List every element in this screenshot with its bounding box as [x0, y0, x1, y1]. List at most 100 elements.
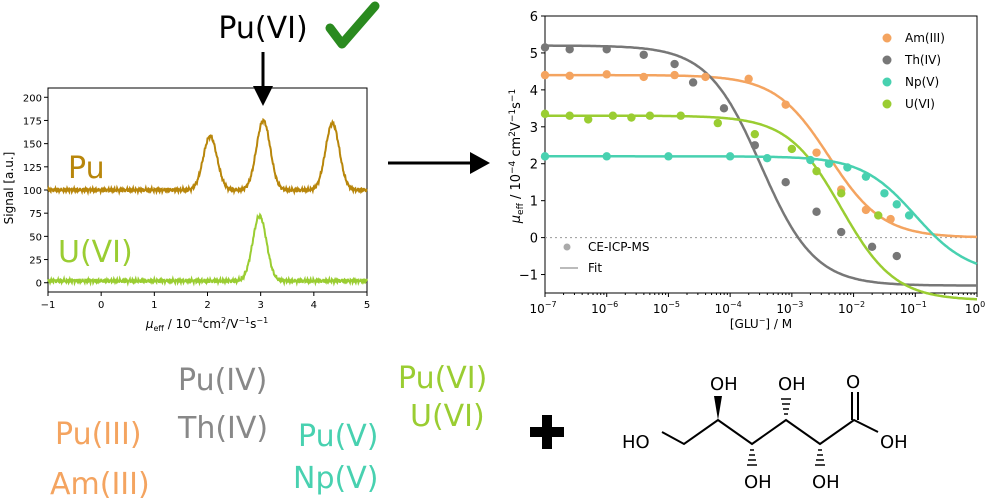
ion-label-pu-iii: Pu(III): [55, 417, 142, 452]
atom-label-oh-5: OH: [880, 432, 908, 453]
left-y-axis: 0 25 50 75 100 125 150 175 200: [23, 93, 48, 290]
right-y-tick-label: 5: [530, 47, 538, 62]
ion-label-am-iii: Am(III): [50, 467, 150, 502]
left-y-tick-label: 25: [29, 256, 42, 267]
hash-bond-2: [781, 398, 791, 415]
data-point: [744, 74, 753, 83]
data-point: [837, 227, 846, 237]
right-x-tick-label: 10−6: [591, 300, 618, 316]
plus-icon: [530, 415, 564, 449]
left-y-tick-label: 0: [36, 279, 42, 290]
ion-label-u-vi: U(VI): [410, 399, 485, 434]
right-y-tick-label: 3: [530, 121, 538, 136]
ion-label-np-v: Np(V): [293, 461, 378, 496]
right-x-axis: 10−7 10−6 10−5 10−4 10−3 10−2 10−1 100: [529, 293, 985, 316]
left-chart: Pu(VI) 0 25 50 75 100 125 150 175 200 −1 0 1 2 3 4 5 P…: [2, 1, 380, 333]
left-x-tick-label: 2: [204, 300, 210, 311]
right-y-tick-label: 2: [530, 158, 538, 173]
right-x-tick-label: 10−1: [900, 300, 927, 316]
legend-label: Am(III): [905, 31, 945, 45]
data-point: [540, 70, 550, 80]
data-point: [837, 189, 846, 198]
left-y-axis-label: Signal [a.u.]: [2, 152, 16, 225]
atom-label-o: O: [846, 372, 860, 393]
data-point: [812, 207, 821, 216]
legend-marker: [882, 77, 892, 87]
legend-marker: [882, 99, 892, 109]
right-x-tick-label: 10−3: [776, 300, 803, 316]
carbon-backbone: [661, 418, 879, 446]
ion-groups: Pu(III) Am(III) Pu(IV) Th(IV) Pu(V) Np(V…: [50, 361, 487, 502]
pu-vi-header: Pu(VI): [218, 11, 307, 46]
hash-bond-3: [815, 449, 825, 466]
right-x-tick-label: 10−4: [715, 300, 742, 316]
series-line: [47, 212, 368, 287]
data-point: [725, 152, 735, 161]
series-label-pu: Pu: [68, 151, 105, 186]
right-x-axis-label: [GLU−] / M: [730, 316, 792, 331]
data-point: [565, 45, 574, 54]
legend-label: Np(V): [905, 75, 939, 89]
data-point: [602, 70, 611, 79]
left-y-tick-label: 125: [23, 163, 42, 174]
data-point: [812, 166, 821, 176]
data-point: [713, 118, 722, 128]
data-point: [812, 148, 821, 157]
atom-label-ho: HO: [622, 432, 650, 453]
data-point: [645, 111, 655, 120]
data-point: [824, 159, 834, 168]
data-point: [639, 50, 648, 59]
legend-label: Th(IV): [904, 53, 941, 67]
data-point: [608, 111, 618, 120]
data-point: [892, 200, 901, 209]
data-point: [861, 172, 871, 181]
data-point: [719, 104, 729, 113]
data-point: [843, 163, 852, 172]
data-point: [639, 72, 648, 82]
data-point: [867, 242, 877, 252]
data-point: [874, 211, 883, 220]
data-point: [584, 115, 593, 124]
data-point: [664, 152, 673, 161]
right-arrow-icon: [470, 152, 490, 174]
left-y-tick-label: 100: [23, 186, 42, 197]
data-point: [602, 152, 611, 161]
legend: Am(III) Th(IV) Np(V) U(VI): [882, 31, 945, 111]
left-y-tick-label: 200: [23, 93, 42, 104]
data-point: [627, 113, 636, 122]
atom-label-oh-4: OH: [812, 472, 840, 493]
data-point: [602, 45, 611, 54]
data-point: [540, 152, 550, 161]
data-point: [892, 251, 901, 261]
legend-marker: [882, 33, 892, 43]
left-x-tick-label: 3: [257, 300, 263, 311]
right-x-tick-label: 100: [965, 300, 985, 316]
data-point: [750, 129, 760, 139]
left-x-axis-label: μeff / 10−4cm2/V−1s−1: [145, 316, 268, 333]
down-arrow-icon: [253, 86, 273, 106]
legend-marker: [882, 55, 892, 65]
data-point: [750, 141, 760, 150]
left-x-tick-label: 4: [311, 300, 317, 311]
data-point: [806, 155, 815, 165]
data-point: [540, 109, 550, 119]
data-point: [880, 189, 889, 198]
data-points: [540, 43, 914, 261]
legend-label: U(VI): [905, 97, 935, 111]
hash-bond-1: [747, 449, 757, 466]
left-x-tick-label: 0: [98, 300, 104, 311]
left-y-tick-label: 150: [23, 140, 42, 151]
data-point: [787, 144, 797, 154]
data-point: [565, 111, 574, 120]
atom-label-oh-2: OH: [744, 472, 772, 493]
series-line: [47, 117, 368, 196]
wedge-bond: [714, 396, 722, 420]
right-x-tick-label: 10−7: [529, 300, 556, 316]
data-point: [861, 205, 871, 215]
right-x-tick-label: 10−5: [653, 300, 680, 316]
ion-label-th-iv: Th(IV): [177, 411, 268, 446]
right-x-tick-label: 10−2: [838, 300, 865, 316]
right-y-tick-label: 4: [530, 84, 538, 99]
